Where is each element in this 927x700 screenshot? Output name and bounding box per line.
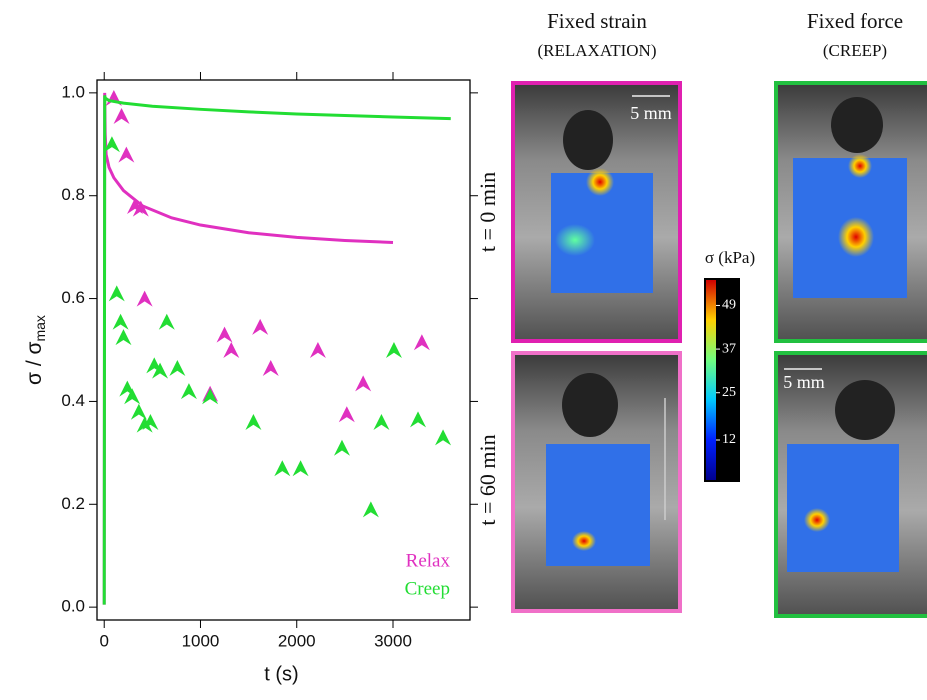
plot-frame [96, 79, 471, 621]
data-point [333, 439, 350, 456]
data-point [142, 414, 159, 430]
x-tick-label: 0 [99, 631, 108, 650]
colorbar-tick-label: 37 [722, 341, 736, 356]
column-title: Fixed force [807, 9, 903, 33]
hotspot [848, 154, 872, 178]
column-title: Fixed strain [547, 9, 647, 33]
data-point [124, 388, 141, 405]
data-point [108, 285, 125, 302]
data-point [309, 342, 326, 358]
colorbar-tick-label: 49 [722, 298, 736, 313]
y-tick-label: 0.4 [61, 391, 85, 410]
column-subtitle: (RELAXATION) [538, 41, 657, 60]
hotspot [572, 531, 596, 551]
data-point [435, 429, 452, 446]
legend-entry: Creep [405, 578, 450, 599]
data-point [373, 414, 390, 430]
column-subtitle: (CREEP) [823, 41, 887, 60]
x-tick-label: 3000 [374, 631, 412, 650]
data-point [169, 360, 186, 376]
ultrasound-panels [511, 81, 927, 618]
colorbar-tick-label: 25 [722, 385, 736, 400]
y-tick-label: 0.2 [61, 494, 85, 513]
scale-label: 5 mm [630, 103, 672, 123]
data-point [410, 411, 427, 428]
y-tick-label: 0.0 [61, 597, 85, 616]
data-point [118, 146, 135, 163]
data-point [180, 383, 197, 400]
data-point [103, 136, 120, 153]
colorbar [706, 280, 716, 480]
panel-shadow [831, 97, 883, 153]
row-label: t = 0 min [475, 172, 500, 252]
hotspot [804, 508, 830, 532]
hotspot [838, 217, 874, 257]
row-label: t = 60 min [475, 434, 500, 525]
y-tick-label: 0.8 [61, 185, 85, 204]
heatmap [787, 444, 899, 572]
panel-shadow [562, 373, 618, 437]
data-point [136, 416, 153, 433]
data-point [113, 108, 130, 124]
data-point [115, 329, 132, 346]
data-point [413, 334, 430, 351]
legend-entry: Relax [406, 550, 451, 571]
y-axis-label-sub: max [32, 315, 48, 341]
data-point [202, 388, 219, 405]
data-point [223, 342, 240, 358]
data-point [292, 460, 309, 477]
data-point [136, 290, 153, 307]
data-point [338, 406, 355, 423]
panel-shadow [835, 380, 895, 440]
fit-curve [102, 92, 394, 605]
data-point [274, 460, 291, 477]
data-point [252, 318, 269, 335]
data-point [132, 200, 149, 217]
y-axis-label: σ / σmax [23, 315, 48, 385]
data-point [385, 342, 402, 358]
data-point [245, 414, 262, 430]
panel-shadow [563, 110, 613, 170]
x-tick-label: 2000 [278, 631, 316, 650]
data-point [362, 501, 379, 518]
data-point [112, 313, 129, 330]
y-axis-label-main: σ / σ [23, 341, 46, 384]
x-axis-label: t (s) [264, 663, 298, 685]
y-tick-label: 0.6 [61, 288, 85, 307]
fit-curve [102, 95, 451, 605]
heatmap [546, 444, 650, 566]
colorbar-tick-label: 12 [722, 432, 736, 447]
x-tick-label: 1000 [182, 631, 220, 650]
colorbar-label: σ (kPa) [705, 248, 755, 267]
data-point [262, 360, 279, 376]
data-point [158, 313, 175, 330]
y-tick-label: 1.0 [61, 82, 85, 101]
data-point [355, 375, 372, 392]
scale-label: 5 mm [783, 372, 825, 392]
hotspot [555, 224, 595, 256]
data-point [130, 403, 147, 420]
hotspot [586, 168, 614, 196]
data-point [216, 326, 233, 343]
data-point [152, 362, 169, 379]
